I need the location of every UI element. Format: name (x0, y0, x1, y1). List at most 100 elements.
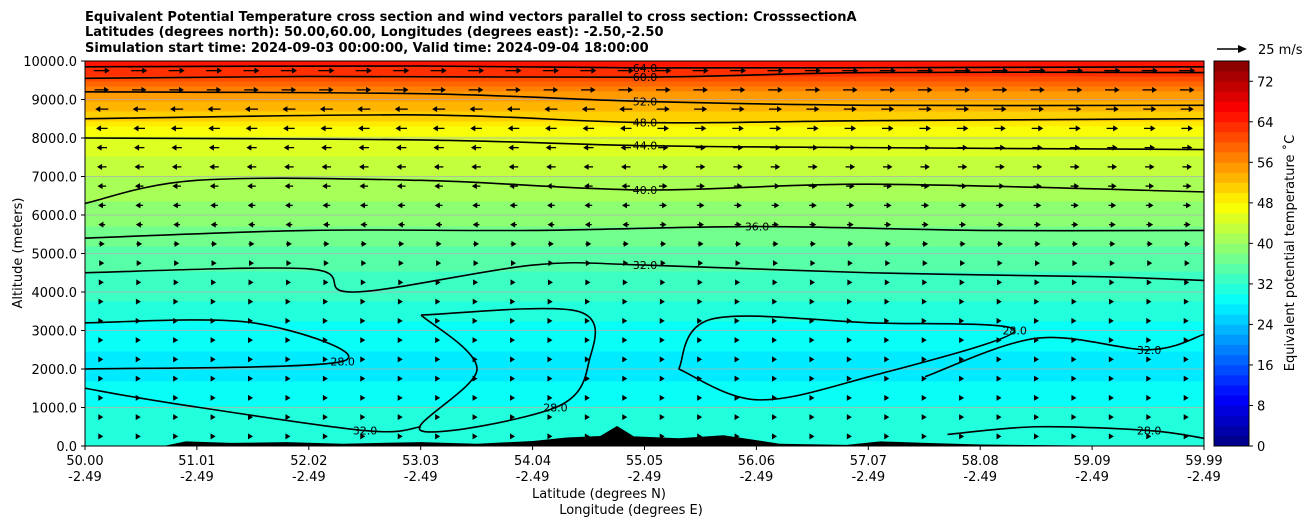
wind-vector (435, 337, 441, 344)
wind-vector (508, 144, 519, 151)
wind-vector (581, 86, 596, 93)
wind-vector (621, 163, 631, 170)
wind-vector (547, 394, 553, 401)
wind-vector (243, 67, 260, 74)
wind-vector (284, 163, 294, 170)
wind-vector (846, 221, 854, 228)
contour-line (85, 114, 1204, 124)
wind-vectors (93, 67, 1196, 440)
wind-vector (248, 260, 254, 267)
wind-vector (697, 221, 705, 228)
wind-vector (360, 375, 366, 382)
wind-vector (248, 375, 254, 382)
wind-vector (285, 414, 291, 421)
wind-vector (397, 298, 403, 305)
wind-vector (318, 67, 335, 74)
fill-band (85, 335, 1204, 342)
wind-vector (658, 163, 668, 170)
wind-vector (921, 433, 927, 440)
wind-vector (393, 67, 410, 74)
wind-vector (357, 106, 371, 113)
fill-band (85, 70, 1204, 77)
wind-vector (584, 375, 590, 382)
colorbar-tick-label: 0 (1257, 440, 1265, 455)
wind-vector (734, 375, 740, 382)
wind-vector (996, 298, 1002, 305)
fill-band (85, 125, 1204, 132)
wind-vector (396, 183, 406, 190)
colorbar-tick-label: 32 (1257, 278, 1274, 293)
wind-vector (548, 260, 554, 267)
wind-vector (958, 202, 967, 209)
wind-vector (772, 221, 779, 228)
wind-vector (733, 163, 743, 170)
x-tick-label-latitude: 57.07 (850, 454, 887, 469)
wind-vector (135, 221, 143, 228)
wind-vector (809, 356, 815, 363)
wind-vector (1183, 356, 1189, 363)
wind-vector (547, 375, 553, 382)
wind-vector (135, 356, 141, 363)
wind-vector (1146, 317, 1152, 324)
wind-vector (1033, 337, 1039, 344)
wind-vector (697, 317, 703, 324)
contour-lines (85, 65, 1204, 440)
wind-vector (1071, 356, 1077, 363)
wind-vector (1182, 183, 1192, 190)
wind-vector (731, 106, 745, 113)
wind-vector (884, 317, 890, 324)
colorbar-segment (1214, 60, 1249, 72)
wind-vector (959, 298, 965, 305)
wind-vector (622, 298, 628, 305)
wind-vector (995, 183, 1005, 190)
wind-vector (1105, 86, 1120, 93)
wind-vector (211, 279, 217, 286)
wind-vector (210, 317, 216, 324)
wind-vector (992, 86, 1008, 93)
wind-vector (697, 356, 703, 363)
wind-vector (1108, 433, 1114, 440)
wind-vector (1071, 298, 1077, 305)
contour-label: 52.0 (633, 95, 658, 108)
wind-vector (510, 356, 516, 363)
wind-vector (543, 86, 559, 93)
wind-vector (397, 202, 406, 209)
wind-vector (917, 86, 933, 93)
wind-vector (623, 260, 629, 267)
fill-band (85, 105, 1204, 112)
wind-vector (360, 298, 366, 305)
wind-vector (97, 202, 106, 209)
wind-vector (843, 106, 857, 113)
wind-vector (360, 433, 366, 440)
x-tick-label-latitude: 54.04 (514, 454, 551, 469)
wind-vector (473, 240, 480, 247)
wind-vector (285, 337, 291, 344)
wind-vector (285, 279, 291, 286)
wind-vector (173, 414, 179, 421)
wind-vector (585, 260, 591, 267)
contour-label: 28.0 (330, 355, 355, 368)
colorbar-segment (1214, 425, 1249, 437)
plot-area (85, 61, 1204, 446)
wind-vector (1108, 375, 1114, 382)
fill-band (85, 75, 1204, 82)
wind-vector (659, 298, 665, 305)
wind-vector (997, 240, 1003, 247)
wind-vector (396, 163, 406, 170)
wind-vector (285, 298, 291, 305)
wind-vector (771, 414, 777, 421)
wind-vector (397, 221, 405, 228)
wind-vector (170, 125, 183, 132)
wind-vector (846, 202, 855, 209)
y-tick-label: 0.0 (56, 440, 77, 455)
wind-vector (995, 163, 1005, 170)
wind-vector (473, 260, 479, 267)
wind-vector (468, 67, 485, 74)
fill-band (85, 280, 1204, 287)
colorbar-segment (1214, 324, 1249, 335)
wind-vector (808, 183, 818, 190)
wind-vector (847, 298, 853, 305)
wind-vector (1144, 144, 1155, 151)
wind-vector (659, 317, 665, 324)
wind-vector (547, 317, 553, 324)
